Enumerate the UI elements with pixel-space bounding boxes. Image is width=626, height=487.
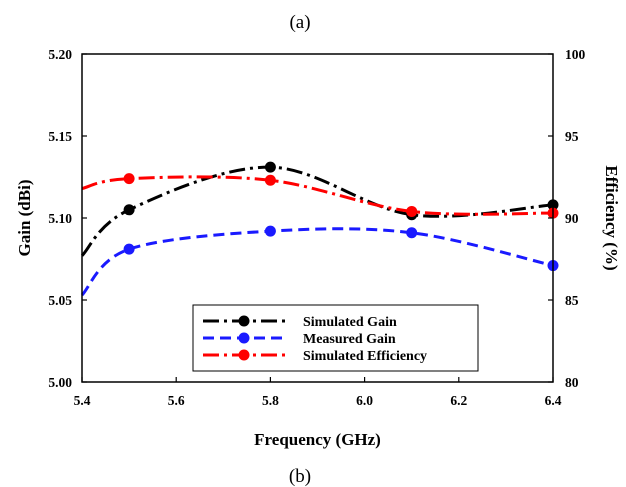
legend-label: Simulated Efficiency xyxy=(303,349,427,364)
x-tick-label: 6.2 xyxy=(450,393,467,408)
y-tick-label: 5.20 xyxy=(48,47,72,62)
caption-bottom: (b) xyxy=(289,466,311,487)
x-tick-label: 6.0 xyxy=(356,393,373,408)
legend-label: Simulated Gain xyxy=(303,315,397,330)
series-2-point xyxy=(264,174,276,186)
series-line-1 xyxy=(80,227,554,297)
series-1-point xyxy=(123,243,135,255)
series-layer xyxy=(80,161,559,297)
y-tick-label: 5.15 xyxy=(48,129,72,144)
series-0-point xyxy=(264,161,276,173)
legend-swatch-marker xyxy=(238,315,250,327)
series-2-point xyxy=(406,205,418,217)
caption-top: (a) xyxy=(289,12,310,33)
y-tick-label: 5.00 xyxy=(48,375,72,390)
x-tick-label: 6.4 xyxy=(545,393,562,408)
series-line-2 xyxy=(81,175,554,216)
x-tick-label: 5.4 xyxy=(74,393,91,408)
series-2-point xyxy=(123,173,135,185)
y2-tick-label: 100 xyxy=(565,47,586,62)
legend: Simulated Gain Measured Gain Simulated Eff… xyxy=(192,304,479,372)
legend-label: Measured Gain xyxy=(303,332,396,347)
y-tick-label: 5.05 xyxy=(48,293,72,308)
series-0-point xyxy=(123,204,135,216)
x-tick-label: 5.8 xyxy=(262,393,279,408)
y2-tick-label: 95 xyxy=(565,129,579,144)
y2-axis-title: Efficiency (%) xyxy=(602,165,621,270)
y2-tick-label: 80 xyxy=(565,375,579,390)
legend-swatch-marker xyxy=(238,332,250,344)
x-axis-title: Frequency (GHz) xyxy=(254,430,381,449)
series-1-point xyxy=(264,225,276,237)
y2-tick-label: 90 xyxy=(565,211,579,226)
x-tick-label: 5.6 xyxy=(168,393,185,408)
legend-swatch-marker xyxy=(238,349,250,361)
y-tick-label: 5.10 xyxy=(48,211,72,226)
series-1-point xyxy=(406,227,418,239)
y-axis-title: Gain (dBi) xyxy=(15,180,34,257)
ticks-layer: 5.4 5.6 5.8 6.0 6.2 6.4 5.00 5.05 5.10 5.15 5.20 80… xyxy=(48,47,585,408)
y2-tick-label: 85 xyxy=(565,293,579,308)
